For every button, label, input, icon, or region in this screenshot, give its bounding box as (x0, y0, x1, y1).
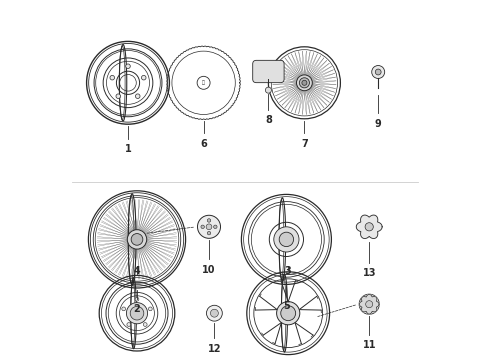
Circle shape (135, 94, 140, 99)
Circle shape (296, 75, 312, 91)
Circle shape (135, 297, 139, 301)
Text: 13: 13 (363, 268, 376, 278)
Circle shape (116, 94, 121, 99)
Circle shape (274, 227, 299, 252)
Circle shape (206, 305, 222, 321)
Circle shape (365, 223, 373, 231)
Circle shape (148, 307, 152, 311)
Circle shape (110, 75, 115, 80)
Circle shape (210, 309, 219, 317)
Circle shape (126, 64, 130, 68)
Circle shape (366, 301, 373, 308)
Circle shape (127, 230, 147, 249)
Text: 2: 2 (134, 304, 140, 314)
Circle shape (266, 87, 271, 93)
Circle shape (207, 231, 211, 235)
Circle shape (142, 75, 146, 80)
Text: 10: 10 (202, 265, 216, 275)
Circle shape (302, 80, 307, 85)
Circle shape (375, 69, 381, 75)
Circle shape (131, 234, 143, 245)
Text: 6: 6 (200, 139, 207, 149)
Circle shape (207, 219, 211, 222)
Circle shape (372, 66, 385, 78)
Circle shape (359, 294, 379, 314)
Circle shape (206, 224, 212, 230)
Polygon shape (359, 294, 379, 314)
Circle shape (299, 78, 310, 88)
Text: 7: 7 (301, 139, 308, 149)
Circle shape (281, 306, 295, 321)
Circle shape (144, 323, 147, 327)
Circle shape (279, 232, 294, 247)
Circle shape (197, 215, 220, 238)
Text: 8: 8 (265, 115, 272, 125)
Text: ⓟ: ⓟ (202, 80, 205, 85)
Circle shape (127, 323, 131, 327)
Circle shape (277, 302, 300, 325)
Circle shape (214, 225, 217, 229)
Circle shape (126, 303, 147, 324)
Text: 5: 5 (283, 301, 290, 311)
Text: 4: 4 (134, 266, 140, 276)
Text: 9: 9 (375, 119, 382, 129)
Text: 11: 11 (363, 340, 376, 350)
Circle shape (130, 306, 144, 320)
Text: 3: 3 (285, 266, 292, 276)
Circle shape (201, 225, 204, 229)
FancyBboxPatch shape (253, 60, 284, 83)
Circle shape (122, 307, 125, 311)
Polygon shape (356, 215, 382, 239)
Text: 12: 12 (208, 344, 221, 354)
Text: 1: 1 (124, 144, 131, 154)
